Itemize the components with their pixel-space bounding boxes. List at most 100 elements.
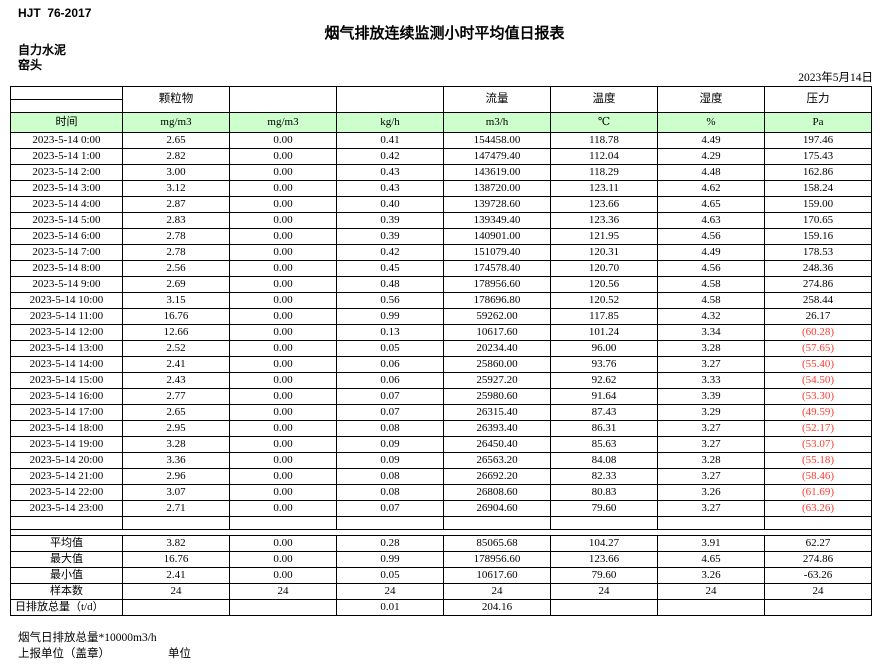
value-cell: 4.65: [657, 196, 765, 213]
summary-value-cell: 10617.60: [443, 567, 551, 584]
summary-value-cell: 123.66: [550, 551, 658, 568]
summary-value-cell: 3.26: [657, 567, 765, 584]
value-cell: 0.00: [229, 388, 337, 405]
value-cell: 159.00: [764, 196, 872, 213]
value-cell: 139728.60: [443, 196, 551, 213]
value-cell: 0.09: [336, 452, 444, 469]
table-row: 2023-5-14 18:00 2.95 0.00 0.08 26393.40 86.31…: [10, 420, 872, 437]
value-cell: 0.00: [229, 164, 337, 181]
value-cell: 0.00: [229, 196, 337, 213]
summary-value-cell: 3.91: [657, 535, 765, 552]
value-cell: 0.00: [229, 500, 337, 517]
value-cell: 0.00: [229, 148, 337, 165]
value-cell: 16.76: [122, 308, 230, 325]
table-row: 2023-5-14 23:00 2.71 0.00 0.07 26904.60 79.60…: [10, 500, 872, 517]
blank-row: [10, 516, 872, 530]
report-date: 2023年5月14日: [798, 72, 873, 84]
value-cell: 26450.40: [443, 436, 551, 453]
value-cell: 0.00: [229, 324, 337, 341]
table-row: 2023-5-14 9:00 2.69 0.00 0.48 178956.60 120.5…: [10, 276, 872, 293]
value-cell: 0.00: [229, 180, 337, 197]
summary-value-cell: 104.27: [550, 535, 658, 552]
blank-cell: [336, 516, 444, 530]
time-cell: 2023-5-14 3:00: [10, 180, 123, 197]
table-row: 2023-5-14 21:00 2.96 0.00 0.08 26692.20 82.33…: [10, 468, 872, 485]
time-cell: 2023-5-14 23:00: [10, 500, 123, 517]
table-row: 2023-5-14 4:00 2.87 0.00 0.40 139728.60 123.6…: [10, 196, 872, 213]
value-cell: 2.83: [122, 212, 230, 229]
table-row: 2023-5-14 13:00 2.52 0.00 0.05 20234.40 96.00…: [10, 340, 872, 357]
value-cell: 0.42: [336, 148, 444, 165]
station-name: 窑头: [18, 58, 43, 72]
unit-header-cell: ℃: [550, 112, 658, 133]
value-cell: (60.28): [764, 324, 872, 341]
table-row: 2023-5-14 15:00 2.43 0.00 0.06 25927.20 92.62…: [10, 372, 872, 389]
value-cell: 3.00: [122, 164, 230, 181]
value-cell: 2.82: [122, 148, 230, 165]
blank-cell: [229, 516, 337, 530]
summary-label-cell: 最小值: [10, 567, 123, 584]
value-cell: 0.00: [229, 228, 337, 245]
time-cell: 2023-5-14 15:00: [10, 372, 123, 389]
value-cell: 121.95: [550, 228, 658, 245]
time-cell: 2023-5-14 8:00: [10, 260, 123, 277]
value-cell: 151079.40: [443, 244, 551, 261]
value-cell: 2.65: [122, 404, 230, 421]
value-cell: 10617.60: [443, 324, 551, 341]
value-cell: 0.08: [336, 484, 444, 501]
summary-value-cell: 24: [229, 583, 337, 600]
value-cell: 178696.80: [443, 292, 551, 309]
value-cell: 0.41: [336, 132, 444, 149]
value-cell: 0.00: [229, 420, 337, 437]
value-cell: 4.56: [657, 260, 765, 277]
value-cell: 3.07: [122, 484, 230, 501]
value-cell: 26315.40: [443, 404, 551, 421]
summary-row: 平均值 3.82 0.00 0.28 85065.68 104.27 3.91 62.27: [10, 535, 872, 552]
value-cell: (55.18): [764, 452, 872, 469]
footer-note: 烟气日排放总量*10000m3/h: [18, 632, 157, 644]
summary-value-cell: 0.00: [229, 535, 337, 552]
summary-value-cell: [657, 599, 765, 616]
value-cell: 154458.00: [443, 132, 551, 149]
summary-value-cell: 2.41: [122, 567, 230, 584]
summary-row: 最大值 16.76 0.00 0.99 178956.60 123.66 4.65 274.8…: [10, 551, 872, 568]
value-cell: 2.78: [122, 228, 230, 245]
value-cell: 26563.20: [443, 452, 551, 469]
value-cell: 0.39: [336, 228, 444, 245]
table-row: 2023-5-14 6:00 2.78 0.00 0.39 140901.00 121.9…: [10, 228, 872, 245]
table-row: 2023-5-14 1:00 2.82 0.00 0.42 147479.40 112.0…: [10, 148, 872, 165]
unit-label: 单位: [168, 648, 191, 660]
value-cell: 3.27: [657, 500, 765, 517]
unit-header-cell: m3/h: [443, 112, 551, 133]
value-cell: 3.15: [122, 292, 230, 309]
time-cell: 2023-5-14 11:00: [10, 308, 123, 325]
value-cell: 3.12: [122, 180, 230, 197]
summary-value-cell: 0.01: [336, 599, 444, 616]
value-cell: 147479.40: [443, 148, 551, 165]
value-cell: 0.00: [229, 276, 337, 293]
value-cell: 93.76: [550, 356, 658, 373]
value-cell: 0.00: [229, 356, 337, 373]
value-cell: 4.58: [657, 292, 765, 309]
group-header-cell: [336, 86, 444, 113]
summary-label-cell: 平均值: [10, 535, 123, 552]
value-cell: (63.26): [764, 500, 872, 517]
value-cell: 0.39: [336, 212, 444, 229]
value-cell: 91.64: [550, 388, 658, 405]
value-cell: 0.00: [229, 436, 337, 453]
table-row: 2023-5-14 2:00 3.00 0.00 0.43 143619.00 118.2…: [10, 164, 872, 181]
value-cell: 26393.40: [443, 420, 551, 437]
value-cell: 2.87: [122, 196, 230, 213]
value-cell: 3.39: [657, 388, 765, 405]
value-cell: 2.52: [122, 340, 230, 357]
report-table-container: 颗粒物 流量 温度 湿度 压力 时间 mg/m3 mg/m3 kg/h m3/h ℃% Pa 2023-…: [10, 86, 872, 616]
summary-value-cell: 0.05: [336, 567, 444, 584]
table-row: 2023-5-14 17:00 2.65 0.00 0.07 26315.40 87.43…: [10, 404, 872, 421]
summary-value-cell: 0.00: [229, 567, 337, 584]
blank-cell: [764, 516, 872, 530]
table-row: 2023-5-14 8:00 2.56 0.00 0.45 174578.40 120.7…: [10, 260, 872, 277]
summary-value-cell: 274.86: [764, 551, 872, 568]
time-header-bottom-cell: [10, 99, 123, 113]
time-cell: 2023-5-14 16:00: [10, 388, 123, 405]
summary-value-cell: 16.76: [122, 551, 230, 568]
